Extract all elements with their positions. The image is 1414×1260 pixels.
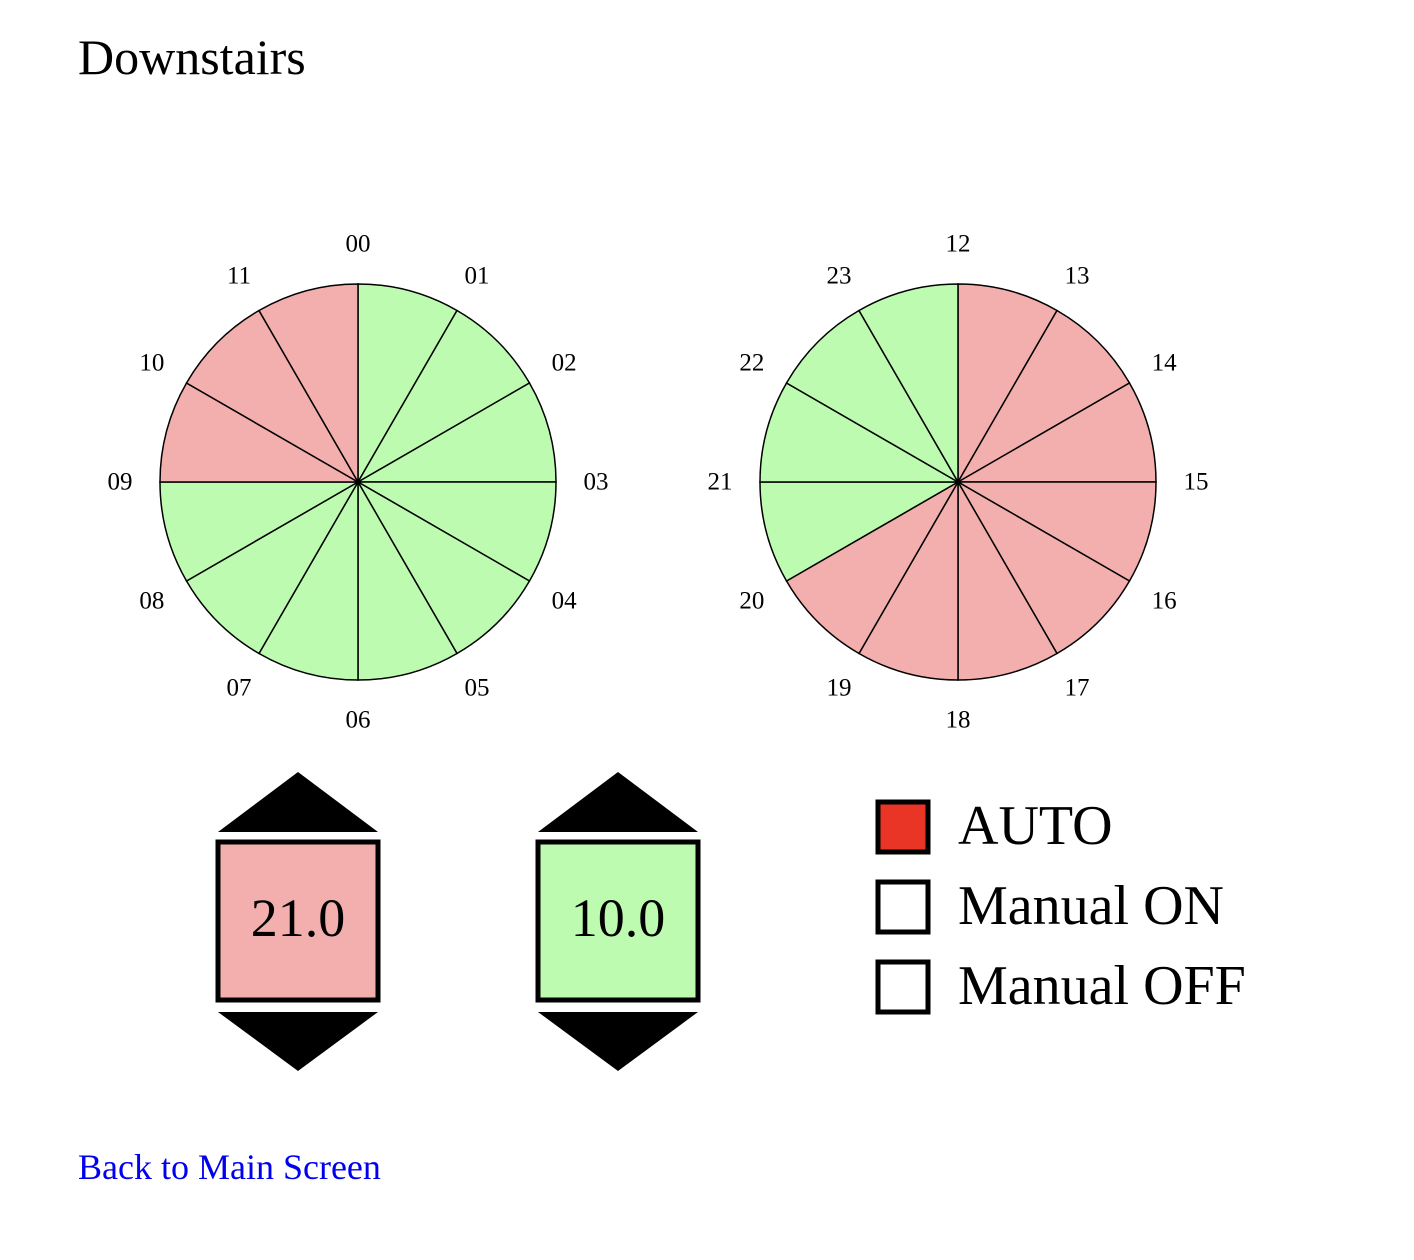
heating-control-panel: 00 01 02 03 04 05 06 07 08 09 10 11 12 13 14 15 16 17 18 19… <box>108 231 1246 1071</box>
hour-label-08: 08 <box>139 588 164 615</box>
setpoint-value-box <box>535 839 701 1003</box>
hour-label-20: 20 <box>739 588 764 615</box>
hour-label-22: 22 <box>739 350 764 377</box>
hour-segment-22[interactable] <box>785 309 961 485</box>
mode-option-auto[interactable]: AUTO <box>875 795 1113 857</box>
clock-am: 00 01 02 03 04 05 06 07 08 09 10 11 <box>108 231 609 734</box>
hour-segment-10[interactable] <box>185 309 361 485</box>
hour-label-01: 01 <box>465 262 490 289</box>
hour-label-06: 06 <box>346 707 371 734</box>
hour-segment-16[interactable] <box>955 479 1131 655</box>
mode-checkbox[interactable] <box>875 799 931 855</box>
hour-label-13: 13 <box>1065 262 1090 289</box>
hour-label-11: 11 <box>227 262 251 289</box>
increase-arrow-icon[interactable] <box>538 772 698 832</box>
setpoint-value-box <box>215 839 381 1003</box>
hour-label-14: 14 <box>1152 350 1178 377</box>
hour-label-10: 10 <box>139 350 164 377</box>
hour-segment-05[interactable] <box>357 479 459 681</box>
hour-label-23: 23 <box>827 262 852 289</box>
setpoint-on-stepper: 10.0 <box>535 772 701 1071</box>
clock-pm: 12 13 14 15 16 17 18 19 20 21 22 23 <box>708 231 1209 734</box>
setpoint-value: 10.0 <box>571 888 666 948</box>
hour-segment-14[interactable] <box>955 381 1157 483</box>
hour-segment-19[interactable] <box>785 479 961 655</box>
hour-segment-01[interactable] <box>355 309 531 485</box>
hour-label-00: 00 <box>346 231 371 258</box>
hour-segment-06[interactable] <box>257 479 359 681</box>
hour-label-02: 02 <box>552 350 577 377</box>
mode-option-manual-on[interactable]: Manual ON <box>875 875 1224 937</box>
increase-arrow-icon[interactable] <box>218 772 378 832</box>
hour-label-16: 16 <box>1152 588 1177 615</box>
hour-label-04: 04 <box>552 588 578 615</box>
mode-label: AUTO <box>958 795 1113 857</box>
mode-checkbox[interactable] <box>875 959 931 1015</box>
hour-segment-03[interactable] <box>355 481 557 583</box>
hour-segment-21[interactable] <box>759 381 961 483</box>
page-title: Downstairs <box>78 29 306 85</box>
hour-segment-09[interactable] <box>159 381 361 483</box>
setpoint-value: 21.0 <box>251 888 346 948</box>
mode-label: Manual ON <box>958 875 1224 937</box>
hour-label-05: 05 <box>465 675 490 702</box>
hour-segment-08[interactable] <box>159 481 361 583</box>
hour-segment-04[interactable] <box>355 479 531 655</box>
hour-segment-07[interactable] <box>185 479 361 655</box>
hour-segment-18[interactable] <box>857 479 959 681</box>
hour-label-18: 18 <box>946 707 971 734</box>
hour-label-09: 09 <box>108 469 133 496</box>
mode-checkbox[interactable] <box>875 879 931 935</box>
hour-segment-12[interactable] <box>957 283 1059 485</box>
hour-label-15: 15 <box>1184 469 1209 496</box>
hour-label-12: 12 <box>946 231 971 258</box>
hour-segment-00[interactable] <box>357 283 459 485</box>
hour-segment-13[interactable] <box>955 309 1131 485</box>
mode-label: Manual OFF <box>958 955 1246 1017</box>
decrease-arrow-icon[interactable] <box>538 1012 698 1071</box>
hour-segment-17[interactable] <box>957 479 1059 681</box>
hour-segment-02[interactable] <box>355 381 557 483</box>
hour-label-17: 17 <box>1065 675 1090 702</box>
hour-segment-11[interactable] <box>257 283 359 485</box>
hour-label-21: 21 <box>708 469 733 496</box>
decrease-arrow-icon[interactable] <box>218 1012 378 1071</box>
hour-segment-20[interactable] <box>759 481 961 583</box>
back-to-main-link[interactable]: Back to Main Screen <box>78 1147 381 1187</box>
hour-segment-23[interactable] <box>857 283 959 485</box>
hour-label-19: 19 <box>827 675 852 702</box>
mode-option-manual-off[interactable]: Manual OFF <box>875 955 1246 1017</box>
setpoint-off-stepper: 21.0 <box>215 772 381 1071</box>
hour-segment-15[interactable] <box>955 481 1157 583</box>
hour-label-07: 07 <box>227 675 252 702</box>
hour-label-03: 03 <box>584 469 609 496</box>
